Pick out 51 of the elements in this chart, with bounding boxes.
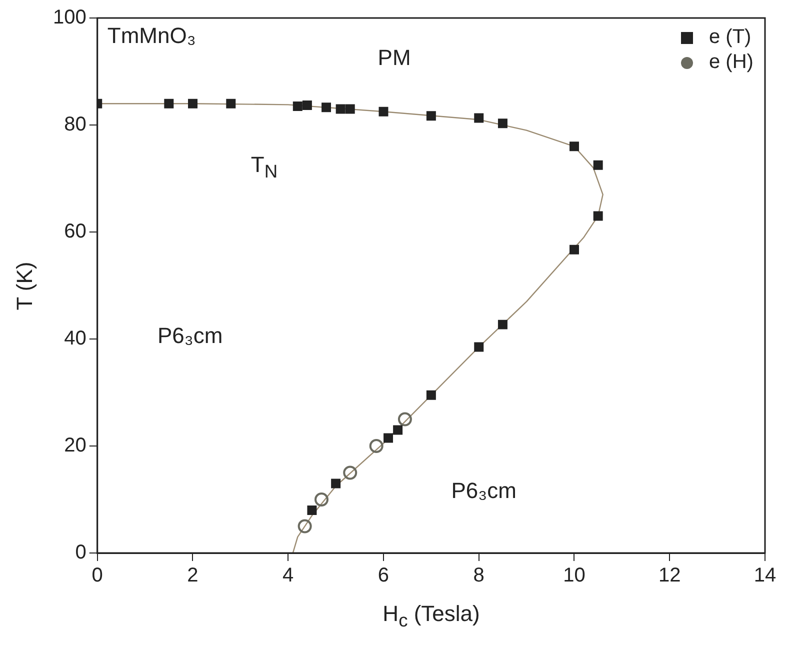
point [570,244,579,254]
annotation: P6₃cm [157,322,223,349]
x-tick-label: 0 [92,564,103,587]
point [498,320,508,330]
x-axis-title: H$_{c}$ (Tesla) [382,601,480,632]
point [331,478,341,488]
point [302,100,312,110]
x-tick-label: 8 [473,564,484,587]
point [343,466,358,480]
point [345,104,355,114]
y-tick-label: 80 [64,114,86,136]
point [398,412,412,426]
legend-label: e (T) [709,26,752,49]
point [426,390,436,400]
legend-label: e (H) [709,51,754,74]
annotation: T$_{N}$ [250,152,278,182]
point [322,102,332,112]
point [384,433,394,443]
point [570,142,579,152]
point [593,211,603,221]
x-tick-label: 14 [754,564,776,587]
x-tick-label: 4 [282,564,294,587]
y-tick-label: 40 [64,328,86,350]
point [314,492,329,506]
annotation: PM [378,44,411,71]
point [426,111,436,121]
y-axis-title: T (K) [12,261,38,310]
x-tick-label: 6 [378,564,390,587]
point [378,106,388,116]
annotation: P6₃cm [451,478,516,504]
y-tick-label: 20 [64,434,86,457]
y-tick-label: 60 [64,220,86,243]
point [292,102,302,112]
annotation: TmMnO₃ [107,23,196,50]
x-tick-label: 10 [563,564,586,587]
point [369,439,384,453]
point [226,98,236,108]
point [593,160,603,170]
point [336,104,346,114]
point [164,98,174,108]
point [307,505,317,515]
x-tick-label: 2 [187,564,198,587]
point [498,118,508,128]
point [393,425,403,435]
y-tick-label: 100 [52,6,86,29]
point [188,98,198,108]
point [298,519,312,534]
point [474,113,484,123]
y-tick-label: 0 [75,542,86,564]
x-tick-label: 12 [658,564,681,587]
point [474,342,484,352]
